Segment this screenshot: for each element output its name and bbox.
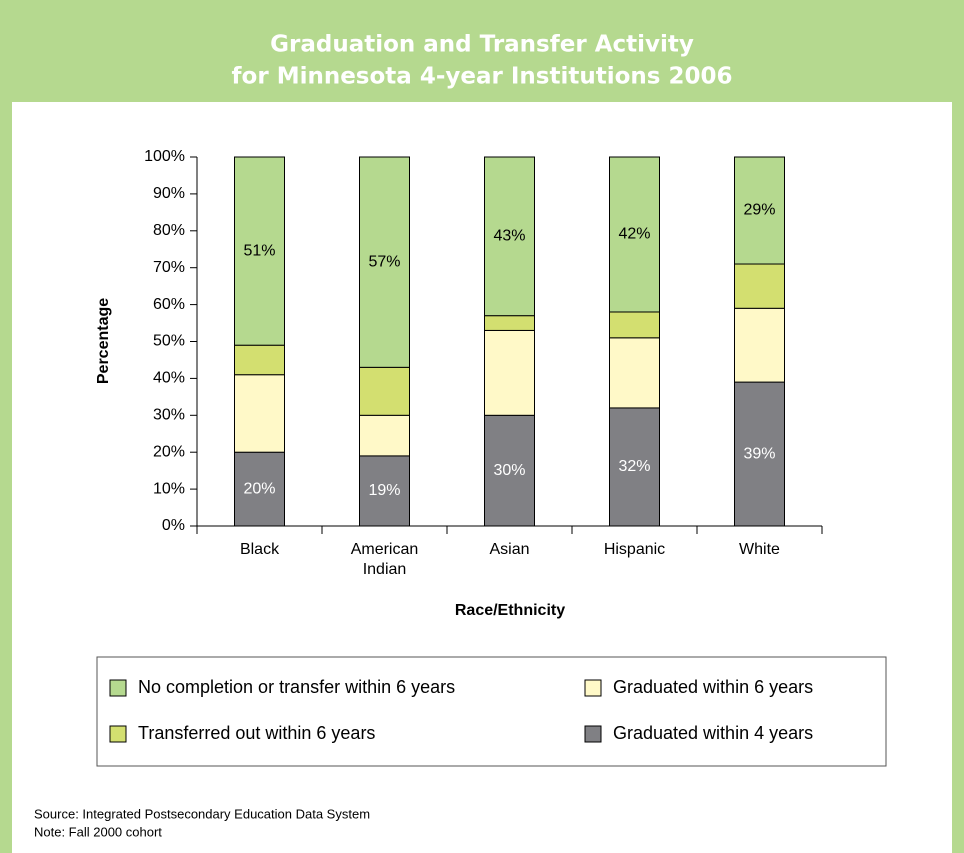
y-tick-label: 0% <box>162 517 185 534</box>
x-tick-label: Hispanic <box>603 541 666 558</box>
data-label: 20% <box>243 480 275 497</box>
bar-segment <box>609 156 660 313</box>
frame-left <box>0 0 12 853</box>
data-label: 51% <box>243 242 275 259</box>
bar-segment <box>234 156 285 346</box>
bar-segment <box>484 329 535 416</box>
data-label: 29% <box>743 202 775 219</box>
bar-segment <box>734 263 785 309</box>
frame-right <box>952 0 964 853</box>
y-tick-label: 100% <box>144 148 185 165</box>
legend-label: Graduated within 4 years <box>613 723 813 743</box>
bar-segment <box>609 407 660 527</box>
legend-box <box>96 656 887 767</box>
source-note: Source: Integrated Postsecondary Educati… <box>34 806 370 821</box>
data-label: 30% <box>493 462 525 479</box>
bar-segment <box>234 344 285 376</box>
y-tick-label: 50% <box>153 333 185 350</box>
legend-swatch <box>109 679 127 697</box>
bar-segment <box>484 414 535 527</box>
bar-segment <box>734 381 785 527</box>
bar-segment <box>734 307 785 383</box>
data-label: 43% <box>493 228 525 245</box>
y-tick-label: 40% <box>153 370 185 387</box>
note: Note: Fall 2000 cohort <box>34 824 162 839</box>
bar-segment <box>734 156 785 265</box>
y-tick-label: 20% <box>153 443 185 460</box>
y-tick-label: 70% <box>153 259 185 276</box>
y-tick-label: 30% <box>153 407 185 424</box>
title-band <box>0 0 964 102</box>
chart-title: for Minnesota 4-year Institutions 2006 <box>232 64 733 90</box>
bar-segment <box>609 337 660 409</box>
y-tick-label: 80% <box>153 222 185 239</box>
x-axis-label: Race/Ethnicity <box>455 602 565 619</box>
y-tick-label: 60% <box>153 296 185 313</box>
bar-segment <box>484 315 535 331</box>
bar-segment <box>234 451 285 527</box>
data-label: 42% <box>618 226 650 243</box>
y-axis-label: Percentage <box>95 298 112 384</box>
bar-segment <box>359 366 410 416</box>
legend-label: No completion or transfer within 6 years <box>138 677 455 697</box>
data-label: 57% <box>368 253 400 270</box>
legend-swatch <box>584 725 602 743</box>
legend-swatch <box>584 679 602 697</box>
y-tick-label: 10% <box>153 480 185 497</box>
data-label: 19% <box>368 482 400 499</box>
x-tick-label: American Indian <box>350 541 419 578</box>
data-label: 32% <box>618 458 650 475</box>
x-tick-label: Asian <box>489 541 530 558</box>
bar-segment <box>359 156 410 368</box>
bar-segment <box>359 455 410 527</box>
legend-label: Transferred out within 6 years <box>138 723 375 743</box>
data-label: 39% <box>743 445 775 462</box>
legend-swatch <box>109 725 127 743</box>
x-tick-label: White <box>739 541 780 558</box>
x-tick-label: Black <box>239 541 280 558</box>
bar-segment <box>359 414 410 457</box>
bar-segment <box>484 156 535 317</box>
y-tick-label: 90% <box>153 185 185 202</box>
bar-segment <box>609 311 660 339</box>
bar-segment <box>234 374 285 453</box>
chart-title: Graduation and Transfer Activity <box>270 32 694 58</box>
legend-label: Graduated within 6 years <box>613 677 813 697</box>
